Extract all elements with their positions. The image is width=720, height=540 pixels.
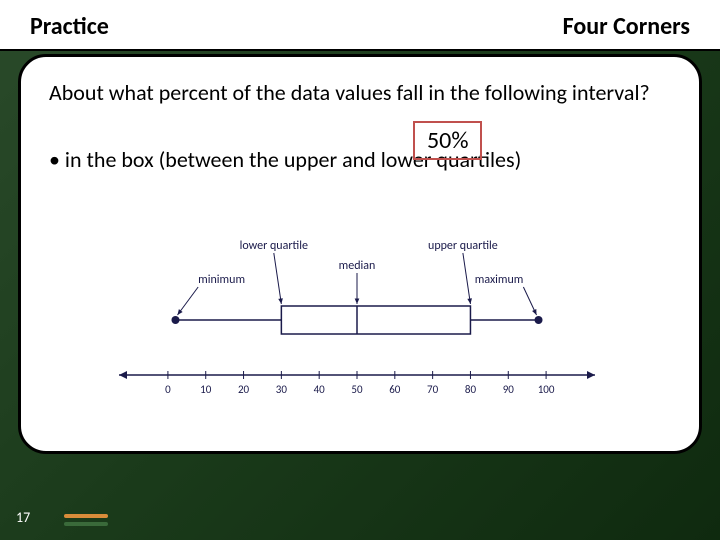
boxplot-diagram: 0 10 20 30 40 50 60 70 80 90 100 minimum lower quart… — [107, 225, 607, 415]
svg-text:90: 90 — [503, 383, 515, 396]
slide: Practice Four Corners About what percent… — [0, 0, 720, 540]
accent-bar-orange — [64, 514, 108, 518]
svg-text:30: 30 — [276, 383, 288, 396]
svg-text:50: 50 — [351, 383, 363, 396]
svg-text:0: 0 — [165, 383, 171, 396]
svg-text:60: 60 — [389, 383, 401, 396]
bullet-text: • in the box (between the upper and lowe… — [49, 146, 671, 173]
svg-text:10: 10 — [200, 383, 212, 396]
svg-text:upper quartile: upper quartile — [428, 239, 498, 253]
accent-bar-green — [64, 522, 108, 526]
svg-text:20: 20 — [238, 383, 250, 396]
svg-text:maximum: maximum — [475, 273, 524, 287]
svg-text:40: 40 — [314, 383, 326, 396]
svg-text:100: 100 — [538, 383, 555, 396]
header-left: Practice — [30, 12, 109, 41]
question-text: About what percent of the data values fa… — [49, 79, 671, 108]
svg-text:minimum: minimum — [198, 273, 245, 287]
header-right: Four Corners — [563, 12, 690, 41]
svg-text:80: 80 — [465, 383, 477, 396]
header-bar: Practice Four Corners — [0, 0, 720, 51]
svg-text:lower quartile: lower quartile — [240, 239, 308, 253]
content-card: About what percent of the data values fa… — [18, 54, 702, 454]
boxplot-svg: 0 10 20 30 40 50 60 70 80 90 100 minimum lower quart… — [107, 225, 607, 415]
page-number: 17 — [16, 509, 30, 526]
svg-text:70: 70 — [427, 383, 439, 396]
answer-box: 50% — [413, 121, 482, 160]
svg-text:median: median — [339, 259, 376, 273]
